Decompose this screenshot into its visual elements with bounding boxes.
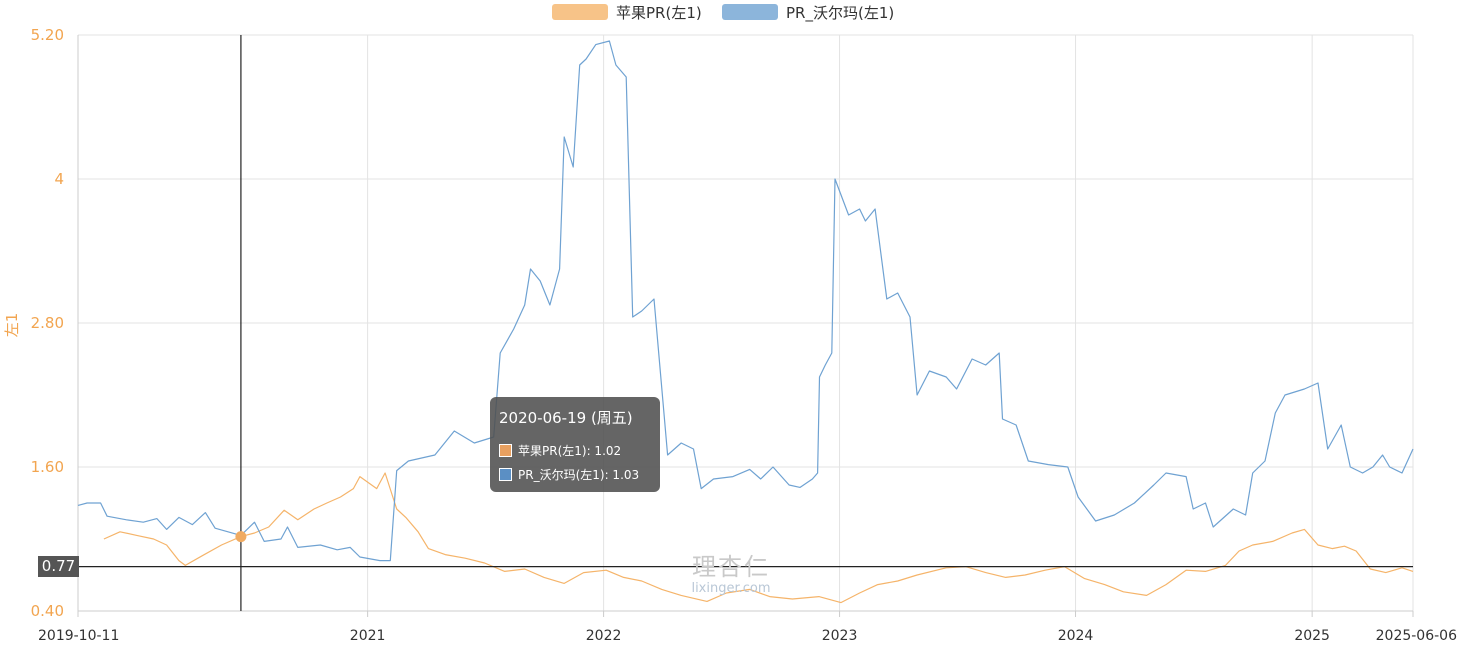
y-tick-label: 1.60 [31,458,64,476]
x-tick-label: 2022 [586,628,622,644]
tooltip-row-label: PR_沃尔玛(左1): 1.03 [518,468,640,482]
watermark-logo-text: 理杏仁 [692,553,770,581]
y-axis-title: 左1 [3,313,21,338]
legend-label: PR_沃尔玛(左1) [786,4,894,23]
x-tick-label: 2019-10-11 [38,628,119,644]
series-line-apple [103,472,1414,604]
tooltip-row-label: 苹果PR(左1): 1.02 [518,444,622,458]
x-tick-label: 2025-06-06 [1376,628,1457,644]
watermark-site: lixinger.com [691,581,771,596]
y-tick-label: 2.80 [31,314,64,332]
watermark-logo: 理杏仁 lixinger.com [684,553,778,596]
hover-point-marker [235,531,247,543]
tooltip-row-walmart: PR_沃尔玛(左1): 1.03 [499,466,639,483]
tooltip-swatch-walmart [499,468,512,481]
chart-tooltip: 2020-06-19 (周五) 苹果PR(左1): 1.02 PR_沃尔玛(左1… [490,397,660,492]
tooltip-row-apple: 苹果PR(左1): 1.02 [499,442,621,459]
tooltip-date: 2020-06-19 (周五) [499,409,633,427]
legend-swatch [722,4,778,20]
y-tick-label: 0.40 [31,602,64,620]
x-tick-label: 2024 [1058,628,1094,644]
x-tick-label: 2023 [822,628,858,644]
crosshair-y-value-label: 0.77 [38,556,79,577]
x-tick-label: 2021 [350,628,386,644]
y-tick-label: 5.20 [31,26,64,44]
legend-label: 苹果PR(左1) [616,4,702,22]
y-tick-label: 4 [54,170,64,188]
legend-swatch [552,4,608,20]
tooltip-swatch-apple [499,444,512,457]
x-tick-label: 2025 [1294,628,1330,644]
series-line-walmart [77,40,1414,562]
